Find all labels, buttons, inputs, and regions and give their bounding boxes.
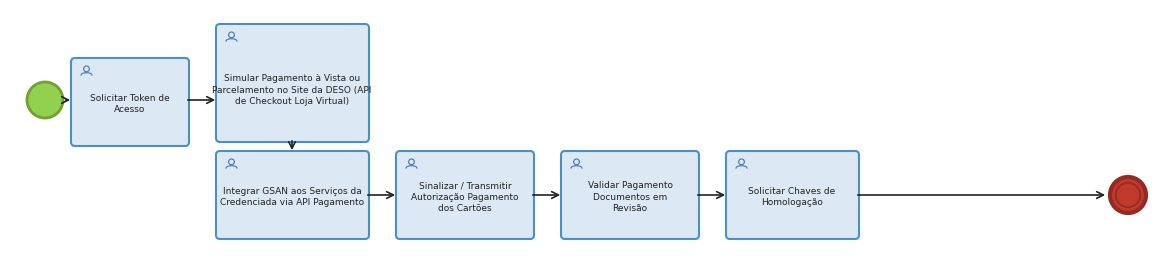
Text: Solicitar Chaves de
Homologação: Solicitar Chaves de Homologação (749, 187, 835, 207)
Text: Sinalizar / Transmitir
Autorização Pagamento
dos Cartões: Sinalizar / Transmitir Autorização Pagam… (411, 181, 519, 213)
Text: Simular Pagamento à Vista ou
Parcelamento no Site da DESO (API
de Checkout Loja : Simular Pagamento à Vista ou Parcelament… (213, 74, 371, 106)
FancyBboxPatch shape (216, 151, 369, 239)
FancyBboxPatch shape (396, 151, 534, 239)
Circle shape (1110, 177, 1146, 213)
Text: Solicitar Token de
Acesso: Solicitar Token de Acesso (90, 94, 169, 114)
Text: Integrar GSAN aos Serviços da
Credenciada via API Pagamento: Integrar GSAN aos Serviços da Credenciad… (220, 187, 364, 207)
Text: Validar Pagamento
Documentos em
Revisão: Validar Pagamento Documentos em Revisão (588, 181, 673, 213)
Circle shape (1115, 183, 1140, 207)
Circle shape (27, 82, 63, 118)
FancyBboxPatch shape (726, 151, 858, 239)
FancyBboxPatch shape (561, 151, 698, 239)
FancyBboxPatch shape (216, 24, 369, 142)
FancyBboxPatch shape (71, 58, 189, 146)
